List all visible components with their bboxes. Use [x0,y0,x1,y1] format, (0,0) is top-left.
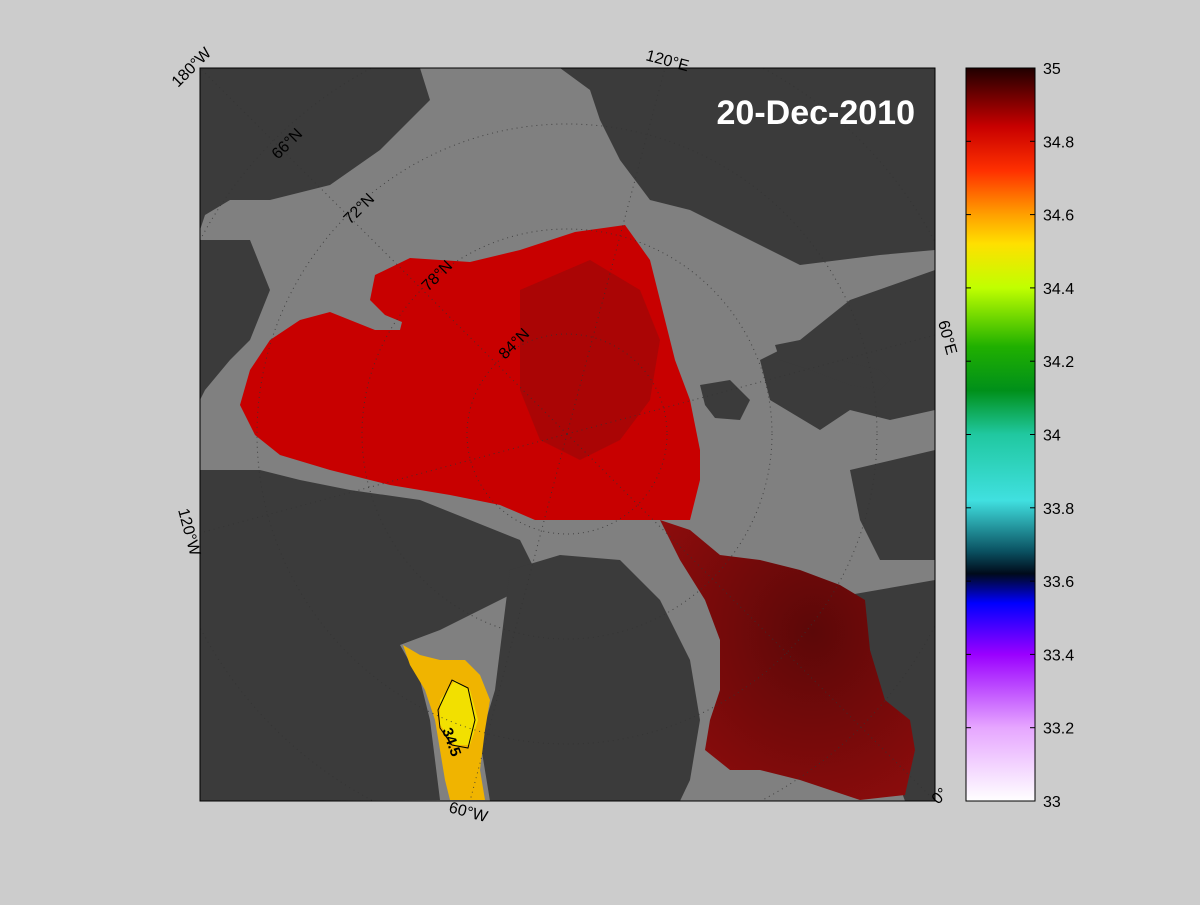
colorbar-tick-label: 33.4 [1043,647,1074,664]
land-scandinavia-north [850,450,935,560]
graticule [200,68,935,801]
salinity-baffin-core [440,680,478,745]
salinity-interior-dark [520,260,660,460]
colorbar-gradient [965,67,1036,802]
land-canada-archipelago [200,470,540,801]
colorbar-tick-label: 34 [1043,428,1061,445]
lon-label-60e: 60°E [934,319,959,357]
colorbar-tick-label: 33 [1043,794,1061,811]
contour-34-5 [437,679,476,749]
land-masses [200,68,935,801]
lon-label-60w: 60°W [447,799,490,826]
colorbar-tick-label: 33.2 [1043,721,1074,738]
map-frame [199,67,936,802]
colorbar-tick-label: 34.6 [1043,208,1074,225]
colorbar-tick-label: 34.8 [1043,134,1074,151]
colorbar-tick-label: 33.8 [1043,501,1074,518]
land-canada-west [200,240,270,400]
colorbar-tick-label: 34.4 [1043,281,1074,298]
map-panel [200,68,935,801]
colorbar-tick-label: 33.6 [1043,574,1074,591]
colorbar-tick-label: 35 [1043,61,1061,78]
land-norway [760,270,935,430]
salinity-nordic-seas [660,520,915,800]
land-siberia [560,68,935,265]
colorbar-ticks: 35 34.8 34.6 34.4 34.2 34 33.8 33.6 33.4 33.2 33 [966,61,1074,811]
land-alaska [200,68,430,230]
land-greenland [480,555,700,801]
date-label: 20-Dec-2010 [717,94,915,132]
land-svalbard [700,380,750,420]
colorbar: 35 34.8 34.6 34.4 34.2 34 33.8 33.6 33.4 33.2 33 [965,61,1074,811]
lon-label-120w: 120°W [174,507,203,559]
colorbar-tick-label: 34.2 [1043,354,1074,371]
land-novaya-zemlya [775,340,890,390]
